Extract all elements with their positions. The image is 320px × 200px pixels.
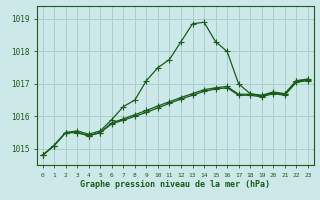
X-axis label: Graphe pression niveau de la mer (hPa): Graphe pression niveau de la mer (hPa) [80, 180, 270, 189]
